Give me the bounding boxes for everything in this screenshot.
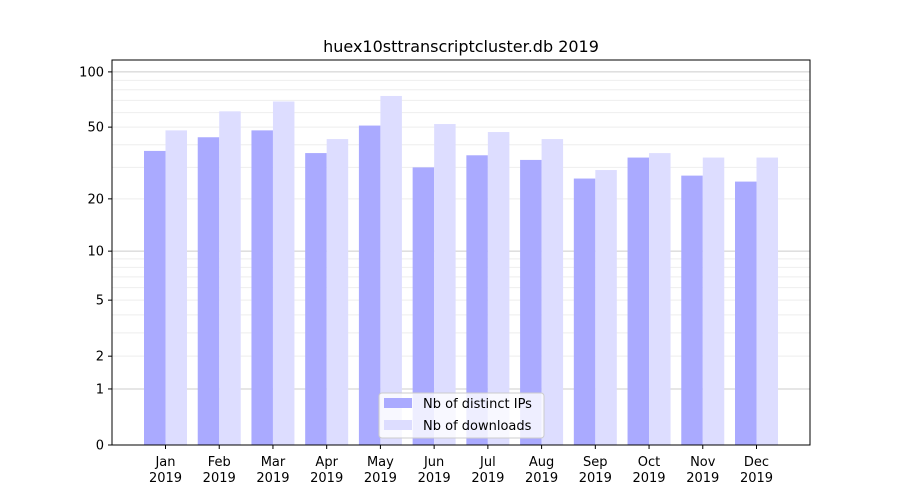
bar-distinct-ips bbox=[735, 181, 757, 445]
bar-downloads bbox=[541, 139, 564, 446]
y-tick-label: 1 bbox=[96, 382, 104, 397]
x-tick-label-year: 2019 bbox=[149, 471, 182, 486]
x-tick-label-month: Apr bbox=[315, 455, 338, 470]
x-tick-label-month: Mar bbox=[261, 455, 286, 470]
x-tick-label-year: 2019 bbox=[310, 471, 343, 486]
bar-downloads bbox=[649, 153, 671, 445]
bar-downloads bbox=[702, 157, 725, 446]
x-tick-label-month: Jun bbox=[423, 455, 444, 470]
y-tick-label: 50 bbox=[87, 121, 104, 136]
bar-distinct-ips bbox=[573, 178, 596, 446]
bar-downloads bbox=[434, 124, 456, 445]
bar-downloads bbox=[326, 139, 349, 446]
x-tick-label-year: 2019 bbox=[525, 471, 558, 486]
legend-swatch-downloads bbox=[384, 420, 412, 430]
legend-swatch-distinct-ips bbox=[384, 398, 412, 408]
bar-distinct-ips bbox=[520, 159, 542, 446]
bar-downloads bbox=[487, 132, 510, 446]
bar-distinct-ips bbox=[358, 125, 381, 446]
legend-frame bbox=[378, 392, 545, 439]
x-axis: Jan2019Feb2019Mar2019Apr2019May2019Jun20… bbox=[149, 445, 773, 486]
bar-downloads bbox=[756, 157, 778, 446]
x-tick-label-year: 2019 bbox=[686, 471, 719, 486]
x-tick-label-year: 2019 bbox=[579, 471, 612, 486]
x-tick-label-year: 2019 bbox=[364, 471, 397, 486]
y-tick-label: 100 bbox=[79, 65, 104, 80]
y-axis: 0 1 2 5 10 20 50 100 bbox=[79, 65, 112, 454]
x-tick-label-month: Nov bbox=[690, 455, 716, 470]
x-tick-label-year: 2019 bbox=[632, 471, 665, 486]
legend-label-distinct-ips: Nb of distinct IPs bbox=[423, 397, 532, 412]
bar-distinct-ips bbox=[144, 150, 166, 445]
bar-downloads bbox=[219, 111, 241, 446]
bar-distinct-ips bbox=[466, 155, 488, 445]
x-tick-label-year: 2019 bbox=[418, 471, 451, 486]
legend-label-downloads: Nb of downloads bbox=[423, 419, 532, 434]
y-tick-label: 10 bbox=[87, 245, 104, 260]
bar-distinct-ips bbox=[627, 157, 650, 446]
y-tick-label: 0 bbox=[96, 439, 104, 454]
x-tick-label-month: Aug bbox=[529, 455, 554, 470]
x-tick-label-year: 2019 bbox=[256, 471, 289, 486]
legend: Nb of distinct IPs Nb of downloads bbox=[378, 392, 545, 439]
bar-distinct-ips bbox=[197, 137, 220, 446]
x-tick-label-month: Jan bbox=[154, 455, 175, 470]
x-tick-label-month: Oct bbox=[638, 455, 660, 470]
bar-distinct-ips bbox=[412, 167, 435, 446]
x-tick-label-month: Feb bbox=[208, 455, 231, 470]
x-tick-label-month: Sep bbox=[583, 455, 608, 470]
bars bbox=[144, 95, 778, 446]
chart-title: huex10sttranscriptcluster.db 2019 bbox=[323, 37, 599, 56]
x-tick-label-year: 2019 bbox=[471, 471, 504, 486]
bar-distinct-ips bbox=[251, 130, 273, 445]
bar-downloads bbox=[595, 170, 617, 445]
bar-downloads bbox=[272, 101, 295, 446]
x-tick-label-year: 2019 bbox=[740, 471, 773, 486]
plot-frame bbox=[111, 59, 811, 446]
bar-downloads bbox=[165, 130, 187, 445]
bar-distinct-ips bbox=[681, 175, 703, 445]
bar-downloads bbox=[380, 95, 402, 446]
y-tick-label: 5 bbox=[96, 294, 104, 309]
bar-distinct-ips bbox=[305, 153, 327, 445]
y-tick-label: 2 bbox=[96, 350, 104, 365]
x-tick-label-year: 2019 bbox=[203, 471, 236, 486]
x-tick-label-month: May bbox=[367, 455, 394, 470]
x-tick-label-month: Dec bbox=[744, 455, 769, 470]
x-tick-label-month: Jul bbox=[479, 455, 496, 470]
y-tick-label: 20 bbox=[87, 192, 104, 207]
